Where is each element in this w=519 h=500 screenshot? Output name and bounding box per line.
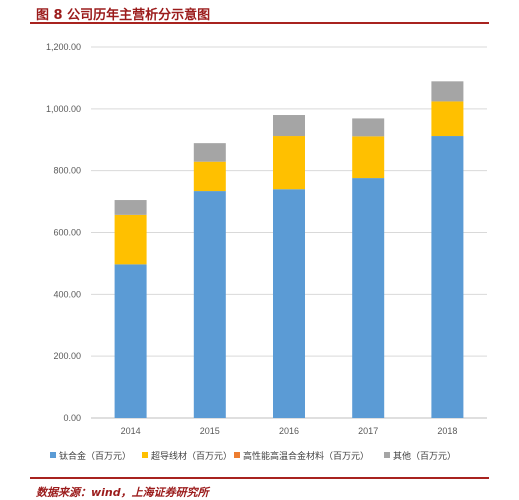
y-tick-label: 800.00 — [53, 166, 81, 176]
legend-swatch — [50, 452, 56, 458]
x-tick-label: 2017 — [358, 426, 378, 436]
figure-title: 图 8 公司历年主营析分示意图 — [36, 8, 211, 23]
bar-segment — [431, 101, 464, 137]
bar-segment — [352, 178, 385, 418]
y-axis-ticks: 0.00 200.00 400.00 600.00 800.00 1,000.00 1,20… — [46, 42, 81, 423]
y-tick-label: 0.00 — [63, 413, 81, 423]
bar-segment — [114, 200, 147, 215]
legend-label: 高性能高温合金材料（百万元） — [243, 450, 369, 462]
legend: 钛合金（百万元） 超导线材（百万元） 高性能高温合金材料（百万元） 其他（百万元） — [50, 450, 456, 462]
x-axis-ticks: 2014 2015 2016 2017 2018 — [121, 426, 458, 436]
bottom-rule — [30, 477, 489, 479]
x-tick-label: 2015 — [200, 426, 220, 436]
bar-segment — [431, 81, 464, 102]
bar-segment — [114, 214, 147, 265]
source-note: 数据来源：wind，上海证券研究所 — [36, 486, 209, 499]
legend-swatch — [234, 452, 240, 458]
y-tick-label: 1,000.00 — [46, 104, 81, 114]
bar-segment — [114, 264, 147, 418]
legend-swatch — [384, 452, 390, 458]
bar-segment — [273, 115, 305, 137]
bar-segment — [193, 191, 226, 418]
y-tick-label: 1,200.00 — [46, 42, 81, 52]
bar-segment — [273, 136, 305, 190]
y-tick-label: 600.00 — [53, 228, 81, 238]
bars — [114, 81, 464, 419]
y-tick-label: 400.00 — [53, 289, 81, 299]
bar-segment — [273, 189, 305, 418]
legend-label: 超导线材（百万元） — [151, 450, 232, 462]
top-rule — [30, 22, 489, 24]
bar-segment — [431, 136, 464, 419]
x-tick-label: 2018 — [437, 426, 457, 436]
bar-segment — [193, 161, 226, 192]
y-tick-label: 200.00 — [53, 351, 81, 361]
x-tick-label: 2014 — [121, 426, 141, 436]
legend-swatch — [142, 452, 148, 458]
bar-segment — [352, 136, 385, 179]
bar-segment — [193, 143, 226, 162]
legend-label: 其他（百万元） — [393, 450, 456, 462]
legend-label: 钛合金（百万元） — [59, 450, 131, 462]
x-tick-label: 2016 — [279, 426, 299, 436]
bar-segment — [352, 118, 385, 137]
